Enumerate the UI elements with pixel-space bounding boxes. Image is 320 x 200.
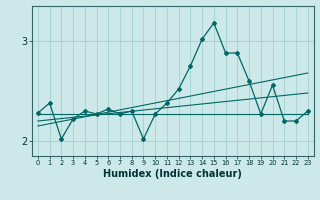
X-axis label: Humidex (Indice chaleur): Humidex (Indice chaleur) bbox=[103, 169, 242, 179]
